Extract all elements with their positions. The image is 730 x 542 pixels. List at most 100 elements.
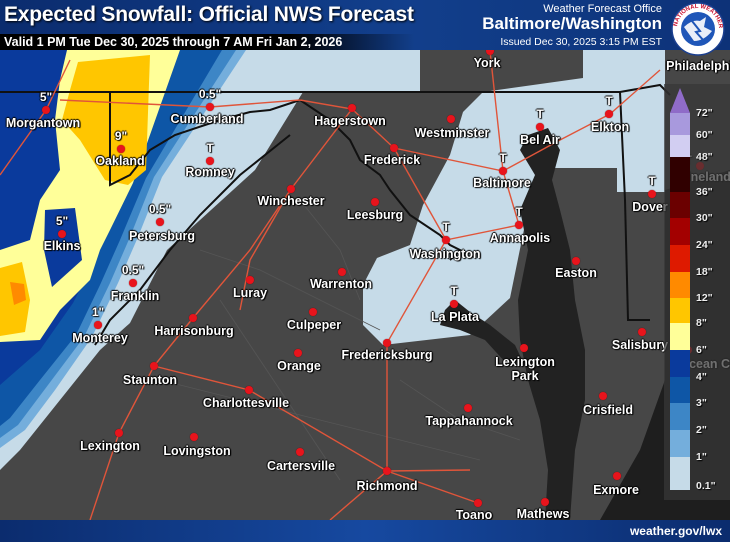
city-label: Franklin [110,289,160,303]
city-marker [189,314,197,322]
city-label: Luray [232,286,268,300]
legend-label: 8" [696,317,707,329]
snow-amount-label: T [499,151,507,165]
office-label: Weather Forecast Office [543,3,662,15]
city-marker [245,386,253,394]
city-label: Philadelphia [666,59,730,73]
website-link[interactable]: weather.gov/lwx [629,524,722,538]
page-title: Expected Snowfall: Official NWS Forecast [4,3,414,26]
snow-amount-label: 5" [55,214,69,228]
city-label: Winchester [257,194,325,208]
snow-amount-label: 1" [91,305,105,319]
legend-label: 4" [696,371,707,383]
city-label: Morgantown [5,116,81,130]
city-label: Harrisonburg [154,324,234,338]
snow-amount-label: T [515,205,523,219]
valid-time: Valid 1 PM Tue Dec 30, 2025 through 7 AM… [4,35,343,49]
city-label: Warrenton [309,277,373,291]
snow-amount-label: 5" [39,90,53,104]
chesapeake-bay [518,128,585,520]
city-label: Mathews [516,507,570,520]
legend-swatch [670,298,690,323]
city-marker [520,344,528,352]
city-label: Dover [632,200,668,214]
city-marker [129,279,137,287]
legend-label: 3" [696,397,707,409]
city-label: Hagerstown [314,114,386,128]
snow-amount-label: 0.5" [148,202,172,216]
city-label: Cartersville [266,459,336,473]
city-marker [383,467,391,475]
legend-label: 0.1" [696,480,716,492]
city-label: Salisbury [611,338,669,352]
city-marker [474,499,482,507]
snow-zone-8-12in [62,55,150,185]
city-marker [117,145,125,153]
city-marker [94,321,102,329]
city-marker [156,218,164,226]
city-label: Cumberland [170,112,244,126]
city-label: York [473,56,501,70]
county-borders [159,199,521,481]
nws-logo: NATIONAL WEATHER SERVICE [670,1,725,56]
city-marker [348,104,356,112]
legend-label: 72" [696,107,713,119]
city-label: Romney [185,165,235,179]
city-marker [613,472,621,480]
city-marker [464,404,472,412]
legend-swatch [670,192,690,218]
city-marker [190,433,198,441]
city-label: Leesburg [346,208,404,222]
legend-label: 36" [696,186,713,198]
city-label: Westminster [414,126,490,140]
legend-swatch [670,135,690,157]
city-marker [115,429,123,437]
city-marker [447,115,455,123]
city-marker [648,190,656,198]
snow-amount-label: T [450,284,458,298]
city-marker [371,198,379,206]
legend-swatch [670,457,690,490]
snowfall-map[interactable]: York Philadelphia Morgantown 5" Cumberland 0.… [0,50,730,520]
snow-amount-label: T [206,141,214,155]
city-marker [599,392,607,400]
city-label: Charlottesville [202,396,290,410]
snowfall-legend: 72" 60" 48" 36" 30" 24" 18" 12" 8" 6" 4" 3" 2" 1" 0.1" [664,84,730,500]
legend-color-bar [670,88,690,490]
legend-label: 1" [696,451,707,463]
city-label: Toano [455,508,493,520]
office-name: Baltimore/Washington [482,14,662,33]
legend-swatch [670,245,690,272]
city-label: Lovingston [163,444,231,458]
city-marker [390,144,398,152]
city-label: Crisfield [582,403,634,417]
legend-swatch [670,403,690,430]
city-marker [442,236,450,244]
city-marker [572,257,580,265]
city-label: Monterey [72,331,128,345]
city-label: Staunton [122,373,178,387]
legend-swatch [670,157,690,192]
legend-swatch [670,113,690,135]
snow-zone-12-18in [10,282,26,305]
city-label: Annapolis [489,231,551,245]
valid-time-bar [0,34,415,50]
legend-swatch [670,218,690,245]
city-marker [486,50,494,55]
snow-amount-label: T [605,94,613,108]
snow-amount-label: 0.5" [198,87,222,101]
city-marker [541,498,549,506]
snow-amount-label: 0.5" [121,263,145,277]
city-marker [536,123,544,131]
city-label: Lexington [80,439,140,453]
city-marker [206,157,214,165]
city-marker [294,349,302,357]
city-marker [638,328,646,336]
city-label: Bel Air [520,133,560,147]
legend-label: 6" [696,344,707,356]
snow-zone-4-6in-elkins [44,208,82,287]
city-marker [42,106,50,114]
legend-label: 12" [696,292,713,304]
city-marker [287,185,295,193]
city-label: Petersburg [129,229,195,243]
